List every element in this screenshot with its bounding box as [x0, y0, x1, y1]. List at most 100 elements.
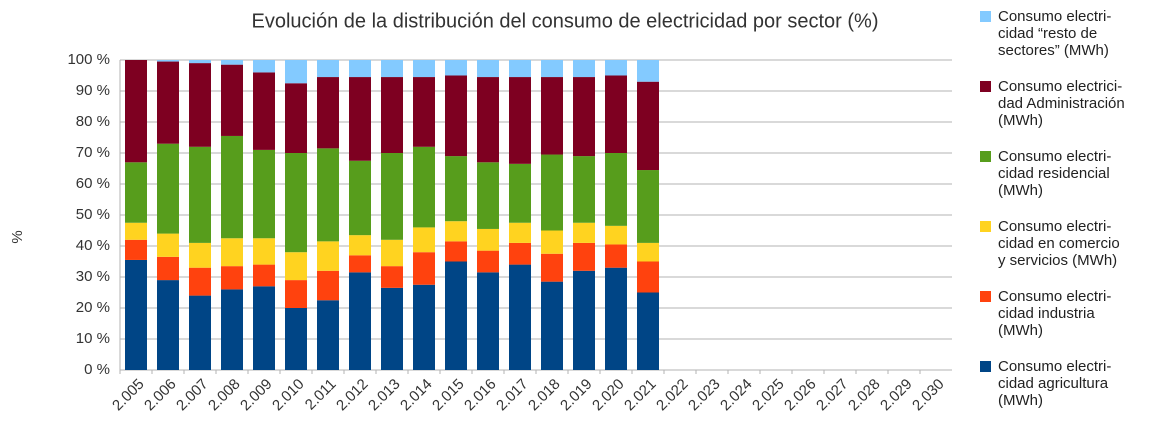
bar-segment: [477, 77, 499, 163]
bar-segment: [445, 75, 467, 157]
x-tick-label: 2.011: [302, 376, 340, 414]
bar-segment: [573, 222, 595, 243]
bar-segment: [349, 272, 371, 370]
legend-label: Consumo electri- cidad agricultura (MWh): [998, 358, 1112, 409]
bar-segment: [221, 238, 243, 267]
x-tick-label: 2.024: [717, 376, 756, 415]
bar-segment: [253, 72, 275, 150]
bar-segment: [317, 241, 339, 271]
legend-label: Consumo electri- cidad “resto de sectore…: [998, 8, 1112, 59]
y-tick-label: 70 %: [76, 144, 110, 161]
bar-segment: [221, 60, 243, 65]
legend-item: Consumo electrici- dad Administración (M…: [980, 78, 1162, 144]
y-tick-label: 0 %: [84, 361, 110, 378]
bar-segment: [349, 160, 371, 236]
bar-segment: [637, 60, 659, 82]
x-tick-label: 2.023: [685, 376, 724, 415]
legend-item: Consumo electri- cidad industria (MWh): [980, 288, 1162, 354]
x-tick-label: 2.018: [525, 376, 564, 415]
bar-segment: [317, 148, 339, 242]
x-tick-label: 2.005: [109, 376, 148, 415]
bar-segment: [541, 77, 563, 155]
bar-segment: [509, 60, 531, 78]
bar-segment: [221, 64, 243, 136]
bar-segment: [445, 60, 467, 76]
chart-title: Evolución de la distribución del consumo…: [252, 10, 879, 32]
bar-segment: [637, 292, 659, 370]
bar-segment: [637, 242, 659, 262]
bar-segment: [541, 281, 563, 370]
bar-segment: [125, 60, 147, 163]
y-axis-label: %: [9, 230, 26, 243]
bar-segment: [189, 242, 211, 268]
bar-segment: [381, 77, 403, 153]
bar-segment: [541, 230, 563, 254]
bar-segment: [445, 241, 467, 262]
bar-segment: [445, 261, 467, 370]
x-tick-label: 2.007: [173, 376, 212, 415]
bar-segment: [189, 295, 211, 370]
bar-segment: [413, 60, 435, 78]
bar-segment: [381, 153, 403, 240]
legend-item: Consumo electri- cidad residencial (MWh): [980, 148, 1162, 214]
bar-segment: [477, 228, 499, 251]
legend-swatch: [980, 361, 991, 372]
bar-segment: [349, 77, 371, 161]
legend: Consumo electri- cidad “resto de sectore…: [980, 8, 1162, 424]
x-tick-label: 2.029: [877, 376, 916, 415]
bar-segment: [285, 280, 307, 308]
x-tick-label: 2.012: [333, 376, 372, 415]
x-tick-label: 2.021: [621, 376, 660, 415]
y-tick-label: 40 %: [76, 237, 110, 254]
bar-segment: [221, 135, 243, 239]
bar-segment: [509, 264, 531, 370]
y-tick-label: 90 %: [76, 82, 110, 99]
bar-segment: [509, 77, 531, 164]
x-tick-label: 2.030: [909, 376, 948, 415]
bar-segment: [189, 146, 211, 243]
x-tick-label: 2.020: [589, 376, 628, 415]
bar-segment: [413, 227, 435, 253]
bar-segment: [573, 270, 595, 370]
x-tick-label: 2.027: [813, 376, 852, 415]
x-tick-label: 2.019: [557, 376, 596, 415]
bar-segment: [541, 60, 563, 78]
x-tick-label: 2.010: [269, 376, 308, 415]
y-tick-label: 80 %: [76, 113, 110, 130]
bar-segment: [445, 221, 467, 242]
bar-segment: [573, 77, 595, 157]
legend-item: Consumo electri- cidad “resto de sectore…: [980, 8, 1162, 74]
bar-segment: [189, 60, 211, 64]
x-tick-label: 2.008: [205, 376, 244, 415]
x-tick-label: 2.014: [397, 376, 436, 415]
bar-segment: [285, 153, 307, 253]
bar-segment: [509, 163, 531, 223]
legend-swatch: [980, 81, 991, 92]
bar-segment: [605, 153, 627, 226]
y-tick-label: 30 %: [76, 268, 110, 285]
bar-segment: [445, 156, 467, 222]
bar-segment: [317, 300, 339, 370]
bar-segment: [637, 261, 659, 293]
bar-segment: [125, 162, 147, 223]
bar-segment: [157, 233, 179, 257]
bar-segment: [573, 242, 595, 271]
bar-segment: [125, 239, 147, 260]
bar-segment: [509, 222, 531, 243]
bar-segment: [349, 255, 371, 273]
bar-segment: [477, 60, 499, 78]
bar-segment: [285, 252, 307, 281]
bar-segment: [253, 238, 275, 265]
x-tick-label: 2.017: [493, 376, 532, 415]
legend-item: Consumo electri- cidad agricultura (MWh): [980, 358, 1162, 424]
x-tick-label: 2.026: [781, 376, 820, 415]
legend-label: Consumo electri- cidad residencial (MWh): [998, 148, 1112, 199]
x-tick-label: 2.013: [365, 376, 404, 415]
bar-segment: [381, 287, 403, 370]
legend-item: Consumo electri- cidad en comercio y ser…: [980, 218, 1162, 284]
x-tick-label: 2.022: [653, 376, 692, 415]
legend-label: Consumo electri- cidad en comercio y ser…: [998, 218, 1120, 269]
y-tick-label: 20 %: [76, 299, 110, 316]
